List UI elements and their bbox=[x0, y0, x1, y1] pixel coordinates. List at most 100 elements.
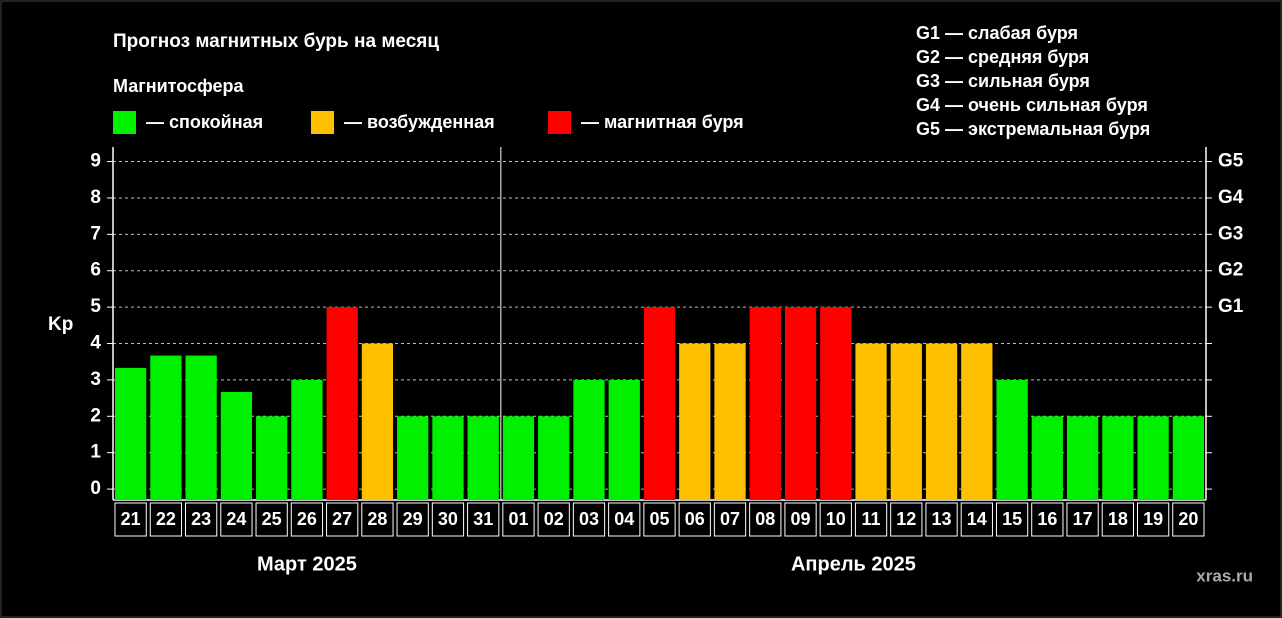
category-box bbox=[185, 502, 218, 537]
category-box bbox=[995, 502, 1029, 537]
category-box bbox=[784, 502, 817, 537]
legend-label: — магнитная буря bbox=[581, 112, 744, 132]
y-tick-label: 9 bbox=[90, 151, 101, 172]
category-box bbox=[713, 502, 747, 537]
bar bbox=[291, 379, 323, 500]
y2-tick-label: G3 bbox=[1218, 223, 1243, 244]
month-label: Март 2025 bbox=[257, 553, 357, 575]
x-tick-label: 30 bbox=[438, 509, 458, 529]
category-box bbox=[255, 502, 288, 537]
legend-label: — спокойная bbox=[146, 112, 263, 132]
category-box bbox=[149, 502, 183, 537]
category-box bbox=[749, 502, 782, 537]
x-tick-label: 10 bbox=[826, 509, 846, 529]
scale-note: G2 — средняя буря bbox=[916, 47, 1089, 67]
category-box bbox=[1172, 502, 1205, 537]
x-tick-label: 12 bbox=[896, 509, 916, 529]
bar bbox=[820, 307, 852, 500]
bar bbox=[256, 416, 288, 500]
bar bbox=[925, 343, 958, 500]
category-box bbox=[467, 502, 500, 537]
bar bbox=[961, 343, 993, 500]
bar bbox=[643, 307, 676, 500]
category-box bbox=[819, 502, 852, 537]
x-tick-label: 03 bbox=[579, 509, 599, 529]
legend-label: — возбужденная bbox=[344, 112, 495, 132]
category-box bbox=[890, 502, 923, 537]
category-box bbox=[854, 502, 888, 537]
x-tick-label: 17 bbox=[1073, 509, 1093, 529]
y-tick-label: 8 bbox=[90, 187, 101, 208]
bar bbox=[220, 391, 253, 500]
x-tick-label: 04 bbox=[614, 509, 634, 529]
y-tick-label: 4 bbox=[90, 333, 101, 354]
bar bbox=[714, 343, 746, 500]
x-tick-label: 19 bbox=[1143, 509, 1163, 529]
x-tick-label: 11 bbox=[862, 509, 881, 529]
category-box bbox=[290, 502, 324, 537]
x-tick-label: 08 bbox=[755, 509, 775, 529]
category-box bbox=[537, 502, 570, 537]
watermark: xras.ru bbox=[1196, 566, 1253, 585]
legend-swatch bbox=[113, 111, 136, 134]
category-box bbox=[643, 502, 676, 537]
y2-tick-label: G2 bbox=[1218, 260, 1243, 281]
x-tick-label: 02 bbox=[544, 509, 564, 529]
bar bbox=[1066, 416, 1099, 500]
x-tick-label: 26 bbox=[297, 509, 317, 529]
category-box bbox=[361, 502, 394, 537]
chart-subtitle: Магнитосфера bbox=[113, 76, 245, 96]
x-tick-label: 14 bbox=[967, 509, 987, 529]
category-box bbox=[396, 502, 429, 537]
bar bbox=[573, 379, 605, 500]
legend-swatch bbox=[548, 111, 571, 134]
category-box bbox=[1031, 502, 1064, 537]
category-box bbox=[608, 502, 641, 537]
bar bbox=[784, 307, 817, 500]
bar bbox=[185, 355, 217, 500]
y2-tick-label: G1 bbox=[1218, 296, 1244, 317]
bar bbox=[397, 416, 429, 500]
bar bbox=[608, 379, 640, 500]
category-box bbox=[678, 502, 711, 537]
x-tick-label: 23 bbox=[191, 509, 211, 529]
x-tick-label: 06 bbox=[685, 509, 705, 529]
y-tick-label: 1 bbox=[90, 442, 101, 463]
category-box bbox=[925, 502, 958, 537]
y2-tick-label: G4 bbox=[1218, 187, 1244, 208]
scale-note: G4 — очень сильная буря bbox=[916, 95, 1148, 115]
x-tick-label: 31 bbox=[473, 509, 493, 529]
bar bbox=[326, 307, 358, 500]
y-tick-label: 3 bbox=[90, 369, 101, 390]
bar bbox=[1172, 416, 1204, 500]
bar bbox=[1137, 416, 1169, 500]
bar bbox=[890, 343, 922, 500]
legend-swatch bbox=[311, 111, 334, 134]
x-tick-label: 15 bbox=[1002, 509, 1022, 529]
category-box bbox=[326, 502, 359, 537]
category-box bbox=[114, 502, 147, 537]
x-tick-label: 13 bbox=[932, 509, 952, 529]
y-tick-label: 2 bbox=[90, 405, 101, 426]
bar bbox=[1031, 416, 1063, 500]
chart-title: Прогноз магнитных бурь на месяц bbox=[113, 31, 439, 52]
y2-tick-label: G5 bbox=[1218, 151, 1244, 172]
bar bbox=[361, 343, 394, 500]
scale-note: G1 — слабая буря bbox=[916, 23, 1078, 43]
bar bbox=[432, 416, 464, 500]
x-tick-label: 25 bbox=[262, 509, 282, 529]
x-tick-label: 22 bbox=[156, 509, 176, 529]
bar bbox=[467, 416, 499, 500]
y-tick-label: 0 bbox=[90, 478, 101, 499]
bar bbox=[115, 367, 147, 500]
x-tick-label: 24 bbox=[226, 509, 246, 529]
category-box bbox=[1101, 502, 1134, 537]
x-tick-label: 16 bbox=[1037, 509, 1057, 529]
y-tick-label: 7 bbox=[90, 223, 101, 244]
bar bbox=[502, 416, 535, 500]
x-tick-label: 27 bbox=[332, 509, 352, 529]
y-tick-label: 5 bbox=[90, 296, 101, 317]
category-box bbox=[1136, 502, 1170, 537]
